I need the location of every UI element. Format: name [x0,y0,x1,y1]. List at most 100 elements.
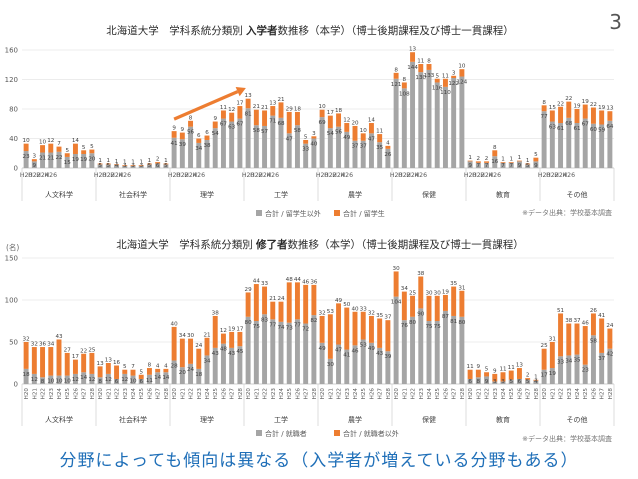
bar-segment-合計 / 就職者以外 [89,352,95,374]
data-label: 7 [501,163,505,169]
bar-segment-合計 / 留学生以外 [385,148,391,168]
bar-segment-合計 / 留学生以外 [89,153,95,168]
x-tick-label: H25 [65,388,71,400]
bar-segment-合計 / 留学生 [377,134,383,143]
bar-segment-合計 / 留学生以外 [105,164,111,168]
data-label: 58 [253,128,261,134]
data-label: 40 [171,321,179,327]
data-label: 10 [47,379,55,385]
x-tick-label: H27 [230,388,236,400]
bar-segment-合計 / 留学生以外 [492,156,498,168]
data-label: 80 [245,320,253,326]
data-label: 34 [47,342,55,348]
bar-segment-合計 / 留学生 [516,160,522,162]
bar-segment-合計 / 留学生 [179,132,185,140]
bar-segment-合計 / 留学生 [558,106,564,124]
data-label: 34 [195,146,203,152]
bar-segment-合計 / 就職者以外 [270,301,276,320]
x-tick-label: H20 [394,388,400,400]
bar-segment-合計 / 留学生 [336,113,342,127]
bar-segment-合計 / 留学生以外 [212,128,218,168]
bar-segment-合計 / 就職者以外 [122,369,128,374]
data-label: 63 [228,125,236,131]
bar-segment-合計 / 就職者以外 [286,282,292,323]
bar-segment-合計 / 就職者以外 [410,295,416,317]
x-tick-label: H24 [57,388,63,400]
data-label: 12 [72,377,79,383]
data-label: 64 [606,124,614,130]
x-tick-label: H23 [493,388,499,400]
data-label: 82 [310,318,317,324]
bar-segment-合計 / 留学生以外 [574,123,580,168]
bar-segment-合計 / 就職者 [319,342,325,384]
data-label: 1 [518,155,522,161]
bar-segment-合計 / 就職者以外 [582,326,588,365]
x-tick-label: H24 [258,172,271,179]
bar-segment-合計 / 留学生 [72,143,78,154]
data-label: 14 [154,375,162,381]
bar-segment-合計 / 就職者以外 [237,331,243,347]
data-label: 21 [277,97,285,103]
data-label: 26 [384,152,392,158]
bar-segment-合計 / 留学生以外 [484,162,490,168]
data-label: 5 [98,163,102,169]
bar-segment-合計 / 留学生以外 [459,76,465,168]
bar-segment-合計 / 留学生 [344,123,350,132]
data-label: 37 [598,356,606,362]
data-label: 5 [304,134,308,140]
data-label: 27 [64,347,72,353]
data-label: 63 [549,125,557,131]
data-label: 5 [90,144,94,150]
x-tick-label: H21 [254,388,260,400]
data-label: 37 [384,315,392,321]
data-label: 14 [72,138,80,144]
data-label: 32 [31,342,38,348]
data-label: 25 [541,343,549,349]
x-tick-label: H27 [378,388,384,400]
bar-segment-合計 / 就職者 [253,321,259,384]
data-label: 9 [477,364,481,370]
data-label: 3 [33,154,37,160]
bar-segment-合計 / 就職者 [105,373,111,384]
data-label: 9 [485,379,489,385]
x-tick-label: H27 [156,388,162,400]
x-tick-label: H24 [554,172,567,179]
bar-segment-合計 / 留学生 [253,109,259,126]
data-label: 40 [310,142,318,148]
data-label: 38 [417,271,425,277]
x-tick-label: H28 [164,388,170,400]
x-tick-label: H25 [435,388,441,400]
data-label: 51 [557,308,565,314]
x-tick-label: H25 [509,388,515,400]
data-label: 35 [573,358,581,364]
x-tick-label: H20 [20,172,33,179]
bar-segment-合計 / 留学生以外 [81,153,87,168]
data-label: 4 [534,379,538,385]
bar-segment-合計 / 就職者 [516,378,522,384]
bar-segment-合計 / 就職者 [558,356,564,384]
bar-segment-合計 / 就職者 [245,316,251,384]
bar-segment-合計 / 留学生以外 [303,143,309,168]
bar-segment-合計 / 留学生 [278,102,284,118]
source-note-top: ※データ出典：学校基本調査 [522,209,612,217]
x-tick-label: H25 [583,388,589,400]
data-label: 61 [573,126,581,132]
data-label: 81 [245,111,253,117]
bar-segment-合計 / 就職者 [229,347,235,384]
bar-segment-合計 / 就職者以外 [229,331,235,348]
bar-segment-合計 / 就職者以外 [442,294,448,311]
x-tick-label: H26 [45,172,58,179]
data-label: 17 [541,373,549,379]
data-label: 19 [72,157,80,163]
data-label: 54 [212,131,220,137]
bar-segment-合計 / 就職者以外 [319,315,325,343]
data-label: 19 [80,157,88,163]
data-label: 1 [115,159,119,165]
data-label: 18 [294,106,302,112]
bar-segment-合計 / 留学生以外 [31,161,37,168]
bar-segment-合計 / 就職者 [599,352,605,384]
bar-segment-合計 / 就職者 [442,310,448,384]
data-label: 32 [23,337,30,343]
data-label: 46 [302,279,310,285]
bar-segment-合計 / 留学生以外 [336,126,342,168]
